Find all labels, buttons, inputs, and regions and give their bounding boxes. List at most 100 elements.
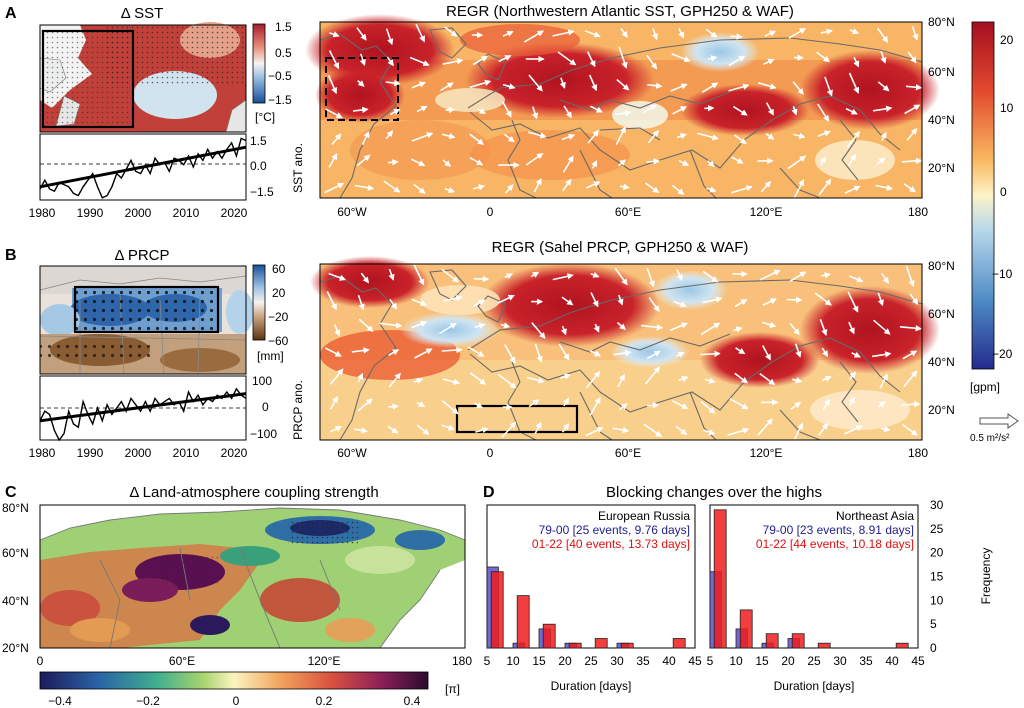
waf-arrow <box>414 348 433 359</box>
waf-arrow <box>534 343 543 363</box>
frequency-tick: 10 <box>930 593 944 607</box>
waf-arrow <box>589 350 602 357</box>
waf-arrow <box>389 298 398 310</box>
waf-arrow <box>848 321 855 335</box>
waf-arrow <box>561 423 570 433</box>
regr-a-ytick: 60°N <box>928 65 955 79</box>
regr-a-xtick: 60°E <box>615 205 641 219</box>
waf-arrow <box>354 184 375 191</box>
waf-arrow <box>793 422 804 440</box>
waf-arrow <box>848 153 856 167</box>
histogram-bars <box>486 566 686 649</box>
prcp-ytick: 0 <box>262 400 269 414</box>
duration-tick: 15 <box>755 654 769 668</box>
prcp-map-title: Δ PRCP <box>114 247 169 264</box>
waf-arrow <box>472 55 488 66</box>
regr-b-xtick: 0 <box>487 446 494 460</box>
waf-arrow <box>793 132 806 139</box>
sst-cbar-tick: −0.5 <box>268 69 292 83</box>
gph-cbar-tick: 20 <box>1000 33 1014 47</box>
waf-arrow <box>790 401 802 411</box>
waf-arrow <box>593 323 600 333</box>
gph-cbar-unit: [gpm] <box>970 380 1000 394</box>
waf-arrow <box>331 133 342 146</box>
waf-arrow <box>357 398 373 412</box>
waf-arrow <box>585 181 601 189</box>
region-name: European Russia <box>598 509 690 523</box>
waf-arrow <box>821 272 832 279</box>
waf-arrow <box>361 131 370 145</box>
waf-arrow <box>675 425 688 436</box>
period2-bar <box>739 609 753 649</box>
waf-arrow <box>352 106 369 114</box>
waf-arrow <box>411 298 428 307</box>
waf-arrow <box>528 74 543 92</box>
waf-arrow <box>561 296 574 306</box>
waf-arrow <box>701 82 719 93</box>
waf-arrow <box>647 129 660 144</box>
regr-b-ytick: 40°N <box>928 355 955 369</box>
coupling-cbar-tick: −0.2 <box>136 694 160 708</box>
waf-arrow <box>329 425 343 433</box>
waf-arrow <box>909 293 919 305</box>
waf-arrow <box>441 346 463 354</box>
waf-arrow <box>760 180 772 193</box>
waf-arrow <box>500 322 511 329</box>
waf-arrow <box>328 50 340 70</box>
panel-c: C Δ Land-atmosphere coupling strength <box>2 484 472 708</box>
prcp-xtick: 2020 <box>221 446 248 460</box>
waf-arrow <box>906 127 918 141</box>
waf-arrow <box>469 157 484 166</box>
waf-arrow <box>672 106 688 115</box>
sst-map-title: Δ SST <box>121 5 164 22</box>
waf-arrow <box>793 179 805 199</box>
histogram-xticks: 5 10 15 20 25 30 35 40 45 <box>484 654 702 668</box>
waf-arrow <box>615 126 626 146</box>
waf-arrow <box>844 185 861 194</box>
waf-arrow <box>388 159 399 166</box>
waf-arrow <box>817 103 830 122</box>
waf-arrow <box>328 272 347 281</box>
coupling-cbar-tick: −0.4 <box>48 694 72 708</box>
waf-arrow <box>351 347 370 354</box>
waf-arrow <box>444 187 456 194</box>
waf-arrow <box>728 83 750 92</box>
period2-bar <box>568 642 582 649</box>
waf-arrow <box>702 296 723 304</box>
waf-arrow <box>413 183 426 194</box>
waf-arrow <box>473 402 484 409</box>
waf-arrow <box>729 398 749 410</box>
waf-arrow <box>442 58 464 65</box>
sst-map <box>39 22 247 133</box>
waf-arrow <box>792 377 803 384</box>
waf-arrow <box>816 51 831 63</box>
waf-arrow <box>410 158 426 167</box>
waf-arrow <box>764 30 777 37</box>
waf-arrow <box>670 83 688 92</box>
waf-arrow <box>641 324 664 331</box>
waf-arrow <box>411 320 428 329</box>
panel-letter-b: B <box>5 247 17 264</box>
waf-arrow <box>848 371 857 381</box>
waf-arrow <box>440 82 454 92</box>
waf-arrow <box>411 132 434 142</box>
waf-arrow <box>671 184 685 195</box>
waf-arrow <box>646 402 660 409</box>
sst-ytick: −1.5 <box>250 185 274 199</box>
waf-arrow <box>441 268 460 283</box>
histogram-european-russia: European Russia 79-00 [25 events, 9.76 d… <box>484 504 702 693</box>
prcp-cbar-tick: −60 <box>268 334 289 348</box>
waf-arrow <box>845 107 858 115</box>
waf-arrow <box>818 422 829 436</box>
coupling-cbar-unit: [π] <box>445 682 460 696</box>
waf-arrow <box>881 273 890 284</box>
duration-tick: 5 <box>707 654 714 668</box>
regr-b-map <box>310 256 940 441</box>
sst-colorbar: 1.5 0.5 −0.5 −1.5 [°C] <box>252 20 292 124</box>
period2-bar <box>713 509 727 649</box>
coupling-xtick: 0 <box>37 654 44 668</box>
sst-xtick: 2010 <box>173 206 200 220</box>
regr-b-index-box <box>455 404 579 434</box>
waf-arrow <box>442 159 452 167</box>
sst-ytick: 1.5 <box>250 134 267 148</box>
